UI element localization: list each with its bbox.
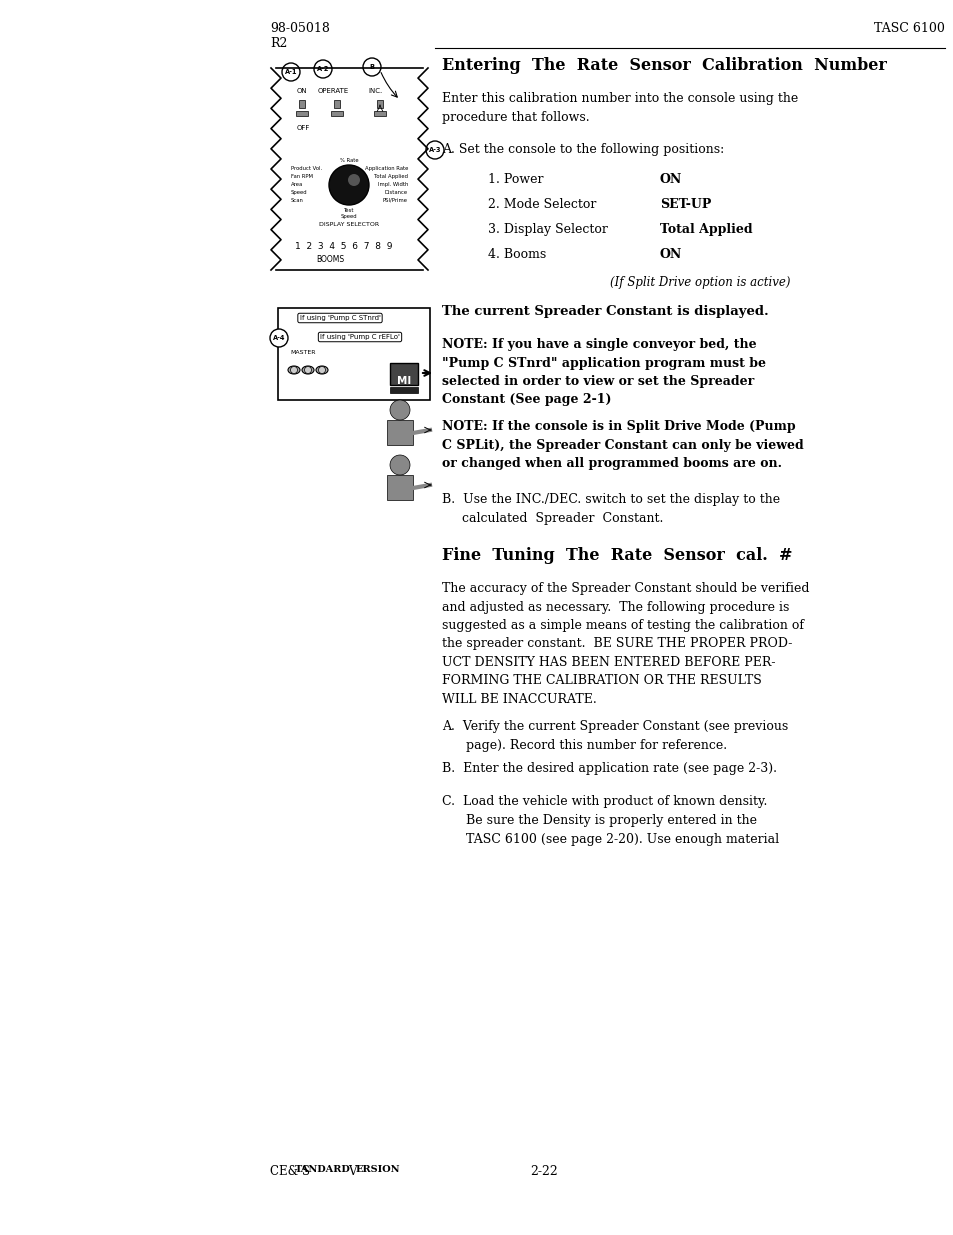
Text: Fan RPM: Fan RPM xyxy=(291,174,313,179)
Text: The current Spreader Constant is displayed.: The current Spreader Constant is display… xyxy=(441,305,768,317)
Text: (If Split Drive option is active): (If Split Drive option is active) xyxy=(609,275,790,289)
Text: The accuracy of the Spreader Constant should be verified
and adjusted as necessa: The accuracy of the Spreader Constant sh… xyxy=(441,582,809,706)
Text: MI: MI xyxy=(396,375,411,387)
Text: CE& S: CE& S xyxy=(270,1165,310,1178)
Text: 2. Mode Selector: 2. Mode Selector xyxy=(488,198,596,211)
Text: NOTE: If you have a single conveyor bed, the
"Pump C STnrd" application program : NOTE: If you have a single conveyor bed,… xyxy=(441,338,765,406)
Text: ON: ON xyxy=(659,248,681,261)
Text: Fine  Tuning  The  Rate  Sensor  cal.  #: Fine Tuning The Rate Sensor cal. # xyxy=(441,547,792,564)
FancyBboxPatch shape xyxy=(331,111,343,116)
FancyBboxPatch shape xyxy=(376,100,382,107)
Circle shape xyxy=(270,329,288,347)
Text: MASTER: MASTER xyxy=(290,350,315,354)
Text: A. Set the console to the following positions:: A. Set the console to the following posi… xyxy=(441,143,723,156)
Text: A-1: A-1 xyxy=(284,69,297,75)
Circle shape xyxy=(314,61,332,78)
Text: Application Rate: Application Rate xyxy=(364,165,408,170)
Text: OFF: OFF xyxy=(296,125,310,131)
Text: A-3: A-3 xyxy=(428,147,441,153)
Text: 3. Display Selector: 3. Display Selector xyxy=(488,224,607,236)
Text: SET-UP: SET-UP xyxy=(659,198,711,211)
Circle shape xyxy=(390,454,410,475)
Text: Speed: Speed xyxy=(340,214,357,219)
Ellipse shape xyxy=(291,367,297,373)
Text: A-2: A-2 xyxy=(316,65,329,72)
FancyBboxPatch shape xyxy=(387,475,413,500)
Text: B: B xyxy=(369,64,375,70)
FancyBboxPatch shape xyxy=(374,111,386,116)
FancyBboxPatch shape xyxy=(390,387,417,393)
Text: NOTE: If the console is in Split Drive Mode (Pump
C SPLit), the Spreader Constan: NOTE: If the console is in Split Drive M… xyxy=(441,420,803,471)
Circle shape xyxy=(329,165,369,205)
Text: Entering  The  Rate  Sensor  Calibration  Number: Entering The Rate Sensor Calibration Num… xyxy=(441,57,886,74)
Text: % Rate: % Rate xyxy=(339,158,358,163)
Text: V: V xyxy=(348,1165,356,1178)
Circle shape xyxy=(348,174,359,186)
Text: ON: ON xyxy=(296,88,307,94)
Text: Total Applied: Total Applied xyxy=(659,224,752,236)
Text: BOOMS: BOOMS xyxy=(315,254,344,264)
FancyBboxPatch shape xyxy=(277,308,430,400)
Text: Impl. Width: Impl. Width xyxy=(377,182,408,186)
Text: ON: ON xyxy=(659,173,681,186)
Text: 98-05018: 98-05018 xyxy=(270,22,330,35)
Ellipse shape xyxy=(302,366,314,374)
Circle shape xyxy=(426,141,443,159)
Circle shape xyxy=(390,400,410,420)
Text: 1  2  3  4  5  6  7  8  9: 1 2 3 4 5 6 7 8 9 xyxy=(294,242,392,251)
Text: Test: Test xyxy=(343,207,354,212)
Ellipse shape xyxy=(288,366,299,374)
Text: 2-22: 2-22 xyxy=(530,1165,558,1178)
Text: DISPLAY SELECTOR: DISPLAY SELECTOR xyxy=(318,222,378,227)
FancyBboxPatch shape xyxy=(390,363,417,385)
Text: Product Vol.: Product Vol. xyxy=(291,165,322,170)
Ellipse shape xyxy=(315,366,328,374)
Text: C.  Load the vehicle with product of known density.
      Be sure the Density is: C. Load the vehicle with product of know… xyxy=(441,795,779,846)
Text: B.  Enter the desired application rate (see page 2-3).: B. Enter the desired application rate (s… xyxy=(441,762,776,776)
Text: Distance: Distance xyxy=(384,190,408,195)
Text: INC.: INC. xyxy=(368,88,382,94)
Text: A-4: A-4 xyxy=(273,335,285,341)
Text: B.  Use the INC./DEC. switch to set the display to the
     calculated  Spreader: B. Use the INC./DEC. switch to set the d… xyxy=(441,493,780,525)
Text: OPERATE: OPERATE xyxy=(317,88,349,94)
Circle shape xyxy=(363,58,380,77)
Text: If using 'Pump C STnrd': If using 'Pump C STnrd' xyxy=(299,315,380,321)
FancyBboxPatch shape xyxy=(334,100,339,107)
Text: R2: R2 xyxy=(270,37,287,49)
Text: 1. Power: 1. Power xyxy=(488,173,543,186)
Circle shape xyxy=(282,63,299,82)
Text: TASC 6100: TASC 6100 xyxy=(873,22,944,35)
Ellipse shape xyxy=(304,367,312,373)
Text: Area: Area xyxy=(291,182,303,186)
Text: If using 'Pump C rEFLo': If using 'Pump C rEFLo' xyxy=(319,333,399,340)
FancyBboxPatch shape xyxy=(298,100,305,107)
Ellipse shape xyxy=(318,367,325,373)
Text: Total Applied: Total Applied xyxy=(374,174,408,179)
FancyBboxPatch shape xyxy=(295,111,308,116)
FancyBboxPatch shape xyxy=(387,420,413,445)
Text: PSI/Prime: PSI/Prime xyxy=(382,198,408,203)
Text: Scan: Scan xyxy=(291,198,304,203)
Text: Enter this calibration number into the console using the
procedure that follows.: Enter this calibration number into the c… xyxy=(441,91,798,124)
Text: A.  Verify the current Spreader Constant (see previous
      page). Record this : A. Verify the current Spreader Constant … xyxy=(441,720,787,752)
Text: ERSION: ERSION xyxy=(355,1165,400,1174)
Text: Speed: Speed xyxy=(291,190,307,195)
Text: TANDARD: TANDARD xyxy=(294,1165,351,1174)
Text: 4. Booms: 4. Booms xyxy=(488,248,546,261)
